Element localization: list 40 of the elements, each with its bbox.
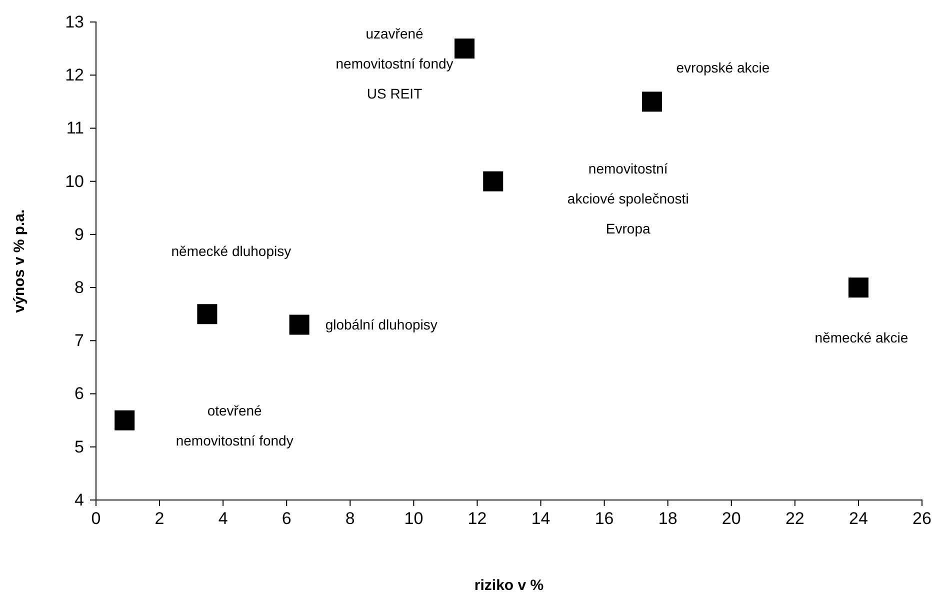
point <box>197 304 218 324</box>
x-axis-title: riziko v % <box>474 577 544 594</box>
x-tick-label: 24 <box>849 509 868 528</box>
x-tick-label: 8 <box>345 509 355 528</box>
annotation: uzavřené nemovitostní fondy US REIT <box>336 26 454 102</box>
x-tick-label: 2 <box>154 509 164 528</box>
y-tick-label: 13 <box>65 12 84 32</box>
x-tick-label: 4 <box>218 509 228 528</box>
x-tick-label: 22 <box>785 509 804 528</box>
x-tick-label: 0 <box>91 509 101 528</box>
x-tick-label: 10 <box>404 509 424 528</box>
y-tick-label: 10 <box>65 172 84 191</box>
y-tick-label: 9 <box>74 224 84 244</box>
y-tick-label: 6 <box>74 384 84 404</box>
y-tick-label: 12 <box>65 66 84 85</box>
y-tick-label: 11 <box>66 118 84 138</box>
point <box>289 314 310 335</box>
x-tick-label: 26 <box>912 509 932 528</box>
x-tick-label: 6 <box>282 509 292 528</box>
x-tick-label: 12 <box>468 509 487 528</box>
point <box>848 278 868 298</box>
annotation: otevřené nemovitostní fondy <box>176 402 294 448</box>
point <box>114 410 135 430</box>
point <box>483 171 504 192</box>
point <box>642 92 662 112</box>
y-tick-label: 7 <box>74 331 84 350</box>
annotation: německé akcie <box>814 330 908 346</box>
x-tick-label: 14 <box>531 509 550 528</box>
annotation: globální dluhopisy <box>325 316 438 333</box>
x-tick-label: 20 <box>722 509 741 528</box>
annotation: německé dluhopisy <box>171 243 292 260</box>
x-tick-label: 16 <box>594 509 614 528</box>
y-tick-label: 8 <box>74 278 84 297</box>
x-tick-label: 18 <box>658 509 678 528</box>
annotation: evropské akcie <box>676 60 770 76</box>
y-tick-label: 5 <box>74 437 84 456</box>
annotation: nemovitostní akciové společnosti Evropa <box>567 160 689 236</box>
y-axis-title: výnos v % p.a. <box>11 209 28 313</box>
y-tick-label: 4 <box>74 490 84 510</box>
point <box>454 38 475 59</box>
